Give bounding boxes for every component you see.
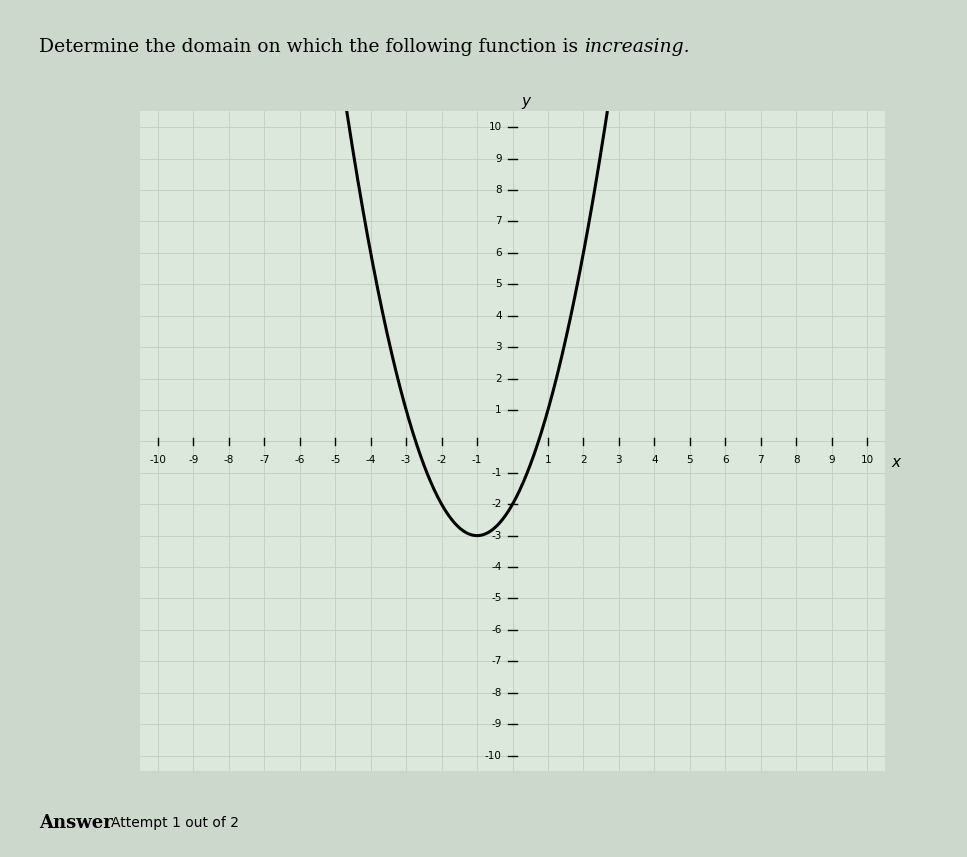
Text: -1: -1	[472, 456, 483, 465]
Text: 10: 10	[861, 456, 873, 465]
Text: 7: 7	[495, 216, 502, 226]
Text: 5: 5	[687, 456, 693, 465]
Text: y: y	[521, 94, 530, 110]
Text: -9: -9	[189, 456, 198, 465]
Text: -4: -4	[491, 562, 502, 572]
Text: -5: -5	[491, 593, 502, 603]
Text: 6: 6	[722, 456, 728, 465]
Text: -4: -4	[366, 456, 376, 465]
Text: 2: 2	[580, 456, 587, 465]
Text: -6: -6	[491, 625, 502, 635]
Text: 2: 2	[495, 374, 502, 384]
Text: 4: 4	[495, 310, 502, 321]
Text: increasing.: increasing.	[584, 38, 689, 57]
Text: Determine the domain on which the following function is: Determine the domain on which the follow…	[39, 38, 584, 57]
Text: 4: 4	[651, 456, 658, 465]
Text: -8: -8	[223, 456, 234, 465]
Text: -10: -10	[485, 751, 502, 761]
Text: 7: 7	[757, 456, 764, 465]
Text: 10: 10	[488, 122, 502, 132]
Text: -2: -2	[436, 456, 447, 465]
Text: 8: 8	[495, 185, 502, 195]
Text: x: x	[891, 456, 900, 470]
Text: -1: -1	[491, 468, 502, 478]
Text: 3: 3	[616, 456, 622, 465]
Text: 5: 5	[495, 279, 502, 290]
Text: -5: -5	[330, 456, 340, 465]
Text: -9: -9	[491, 719, 502, 729]
Text: Attempt 1 out of 2: Attempt 1 out of 2	[111, 816, 239, 830]
Text: -8: -8	[491, 687, 502, 698]
Text: 1: 1	[544, 456, 551, 465]
Text: -7: -7	[491, 656, 502, 667]
Text: 8: 8	[793, 456, 800, 465]
Text: 1: 1	[495, 405, 502, 415]
Text: -3: -3	[401, 456, 411, 465]
Text: 9: 9	[495, 153, 502, 164]
Text: -10: -10	[150, 456, 166, 465]
Text: -7: -7	[259, 456, 270, 465]
Text: Answer: Answer	[39, 813, 112, 832]
Text: -6: -6	[295, 456, 305, 465]
Text: 3: 3	[495, 342, 502, 352]
Text: -3: -3	[491, 530, 502, 541]
Text: 6: 6	[495, 248, 502, 258]
Text: 9: 9	[829, 456, 835, 465]
Text: -2: -2	[491, 499, 502, 509]
